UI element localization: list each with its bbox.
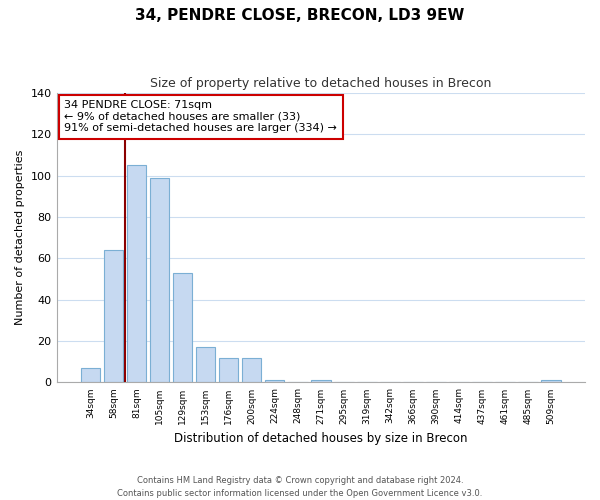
Title: Size of property relative to detached houses in Brecon: Size of property relative to detached ho… <box>150 78 491 90</box>
Y-axis label: Number of detached properties: Number of detached properties <box>15 150 25 326</box>
Bar <box>127 166 146 382</box>
Bar <box>311 380 331 382</box>
Text: 34 PENDRE CLOSE: 71sqm
← 9% of detached houses are smaller (33)
91% of semi-deta: 34 PENDRE CLOSE: 71sqm ← 9% of detached … <box>64 100 337 134</box>
Bar <box>242 358 262 382</box>
Bar <box>265 380 284 382</box>
Bar <box>196 348 215 382</box>
Bar <box>104 250 123 382</box>
Bar <box>149 178 169 382</box>
Bar <box>219 358 238 382</box>
Bar <box>541 380 561 382</box>
Text: Contains HM Land Registry data © Crown copyright and database right 2024.
Contai: Contains HM Land Registry data © Crown c… <box>118 476 482 498</box>
Bar <box>80 368 100 382</box>
X-axis label: Distribution of detached houses by size in Brecon: Distribution of detached houses by size … <box>174 432 467 445</box>
Text: 34, PENDRE CLOSE, BRECON, LD3 9EW: 34, PENDRE CLOSE, BRECON, LD3 9EW <box>136 8 464 22</box>
Bar <box>173 273 193 382</box>
